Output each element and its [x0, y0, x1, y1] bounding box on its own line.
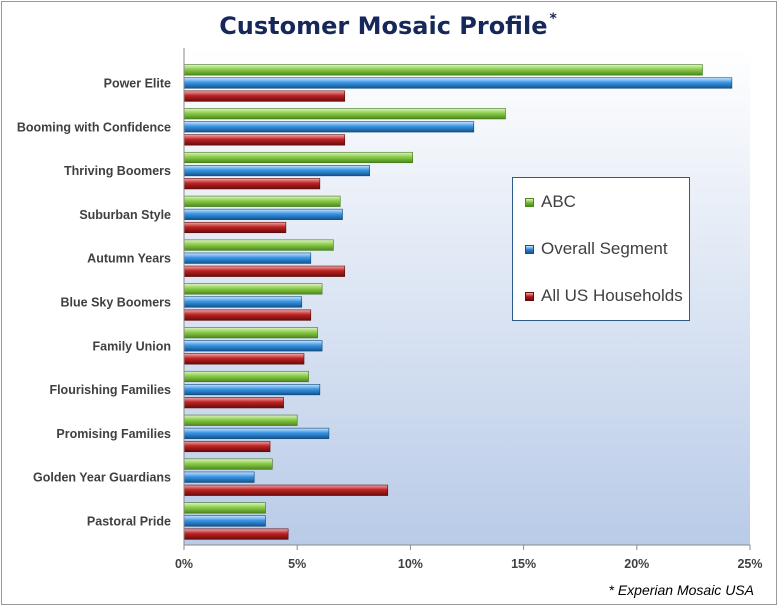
bar-all-us-households-suburban-style: [183, 221, 287, 234]
legend-label-overall-segment: Overall Segment: [541, 239, 668, 258]
bar-all-us-households-golden-year-guardians: [183, 484, 389, 496]
category-label-autumn-years: Autumn Years: [87, 252, 171, 266]
bar-overall-segment-blue-sky-boomers: [183, 296, 303, 308]
bar-all-us-households-thriving-boomers: [183, 178, 321, 190]
category-label-promising-families: Promising Families: [56, 427, 171, 441]
bar-abc-blue-sky-boomers: [183, 283, 323, 295]
x-tick-label: 15%: [511, 557, 536, 571]
x-tick-label: 0%: [175, 557, 193, 571]
bar-abc-thriving-boomers: [183, 151, 413, 164]
category-label-flourishing-families: Flourishing Families: [49, 383, 171, 397]
legend-swatch-all-us-households: [525, 291, 534, 301]
bar-overall-segment-pastoral-pride: [183, 515, 266, 527]
bar-all-us-households-autumn-years: [183, 265, 346, 277]
category-label-thriving-boomers: Thriving Boomers: [64, 164, 171, 178]
bar-abc-promising-families: [183, 414, 298, 426]
legend-item-overall-segment: Overall Segment: [525, 239, 668, 259]
bar-overall-segment-booming-with-confidence: [183, 121, 475, 133]
bar-all-us-households-pastoral-pride: [183, 528, 289, 540]
category-label-golden-year-guardians: Golden Year Guardians: [33, 471, 171, 485]
bar-overall-segment-golden-year-guardians: [183, 471, 255, 483]
bar-overall-segment-family-union: [183, 340, 323, 352]
x-tick-label: 5%: [288, 557, 306, 571]
chart-title: Customer Mosaic Profile *: [0, 11, 776, 40]
category-label-pastoral-pride: Pastoral Pride: [87, 515, 171, 529]
legend-label-abc: ABC: [541, 192, 576, 211]
legend-label-all-us-households: All US Households: [541, 286, 683, 305]
bar-abc-suburban-style: [183, 195, 341, 207]
chart-title-text: Customer Mosaic Profile: [219, 12, 548, 40]
x-axis: 0% 5% 10% 15% 20% 25%: [175, 48, 763, 571]
bar-overall-segment-promising-families: [183, 427, 330, 439]
bar-abc-golden-year-guardians: [183, 458, 273, 470]
category-labels: Power Elite Booming with Confidence Thrivi…: [17, 77, 171, 529]
bar-abc-family-union: [183, 327, 318, 339]
bar-abc-pastoral-pride: [183, 502, 266, 514]
category-label-booming-with-confidence: Booming with Confidence: [17, 120, 171, 134]
category-label-blue-sky-boomers: Blue Sky Boomers: [61, 296, 172, 310]
bar-abc-booming-with-confidence: [183, 108, 506, 120]
bar-all-us-households-booming-with-confidence: [183, 134, 346, 146]
bar-abc-autumn-years: [183, 239, 334, 251]
x-tick-label: 20%: [624, 557, 649, 571]
bar-all-us-households-flourishing-families: [183, 397, 284, 409]
bar-overall-segment-power-elite: [183, 77, 733, 89]
legend: ABC Overall Segment All US Households: [512, 177, 690, 321]
footnote: * Experian Mosaic USA: [608, 582, 754, 598]
category-label-suburban-style: Suburban Style: [79, 208, 171, 222]
bar-overall-segment-flourishing-families: [183, 384, 321, 396]
bar-abc-flourishing-families: [183, 370, 309, 383]
bar-overall-segment-autumn-years: [183, 252, 312, 264]
legend-item-all-us-households: All US Households: [525, 286, 683, 306]
legend-swatch-overall-segment: [525, 244, 534, 254]
legend-item-abc: ABC: [525, 192, 576, 212]
bar-abc-power-elite: [183, 64, 703, 76]
category-label-power-elite: Power Elite: [104, 77, 171, 91]
bar-all-us-households-family-union: [183, 353, 305, 365]
chart-title-marker: *: [549, 11, 557, 27]
bar-overall-segment-suburban-style: [183, 208, 343, 220]
x-tick-label: 10%: [398, 557, 423, 571]
bar-all-us-households-blue-sky-boomers: [183, 309, 312, 321]
legend-swatch-abc: [525, 197, 534, 207]
category-label-family-union: Family Union: [93, 339, 171, 353]
x-tick-label: 25%: [737, 557, 762, 571]
bar-all-us-households-power-elite: [183, 90, 346, 102]
bar-overall-segment-thriving-boomers: [183, 165, 370, 177]
bar-all-us-households-promising-families: [183, 440, 271, 453]
